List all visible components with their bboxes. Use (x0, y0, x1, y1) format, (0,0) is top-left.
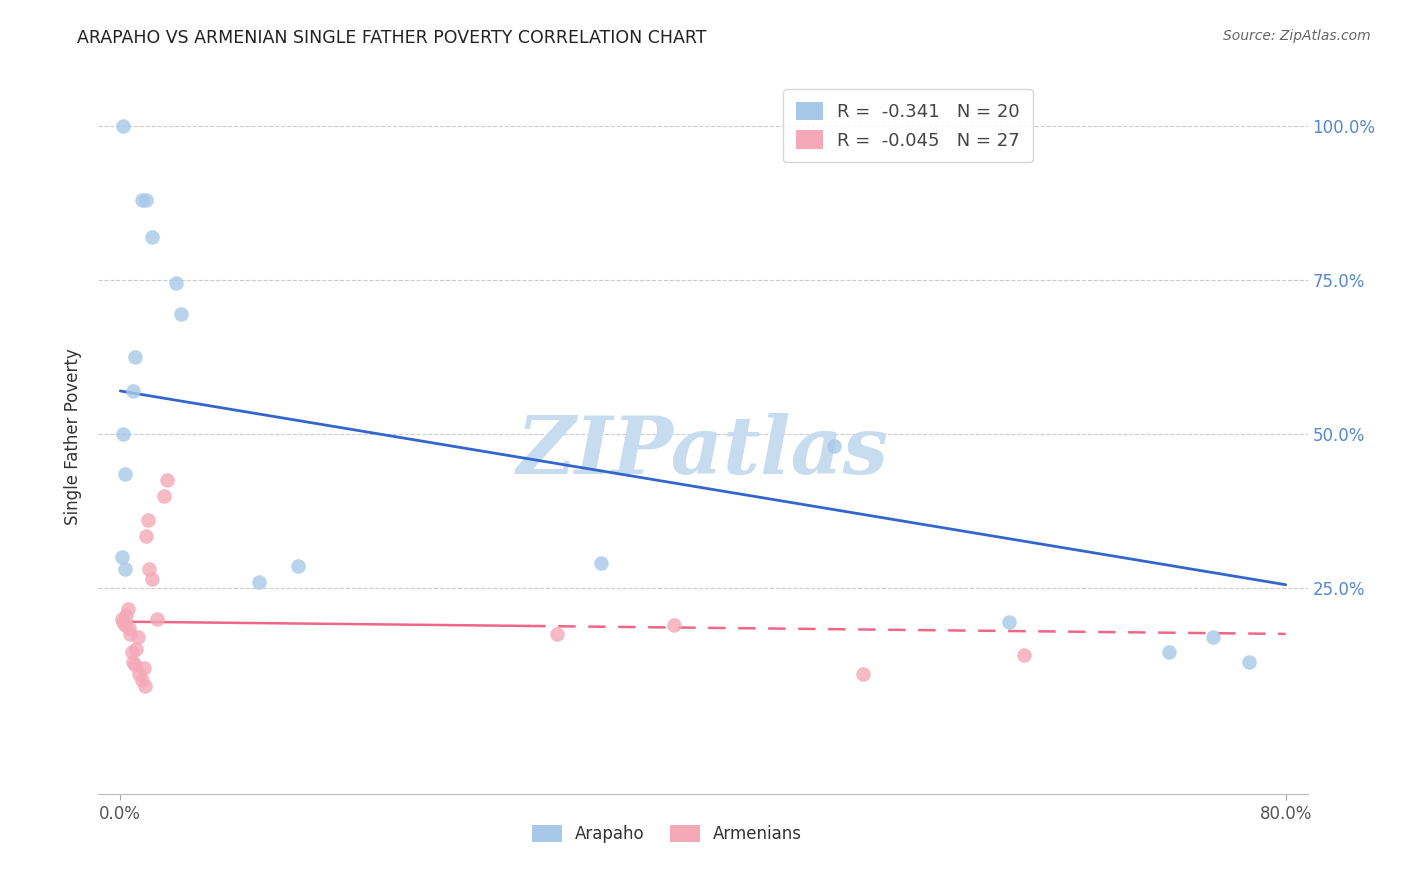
Point (111, 549, 134, 564)
Point (117, 602, 139, 616)
Point (121, 645, 143, 659)
Point (156, 473, 179, 487)
Point (128, 667, 150, 681)
Point (662, 617, 685, 632)
Point (127, 630, 149, 644)
Point (141, 572, 163, 586)
Point (153, 489, 176, 503)
Point (115, 608, 138, 623)
Point (138, 562, 160, 576)
Point (120, 627, 142, 641)
Point (247, 574, 270, 589)
Text: ZIPatlas: ZIPatlas (517, 413, 889, 490)
Point (118, 621, 141, 635)
Point (170, 307, 193, 321)
Point (134, 679, 156, 693)
Point (124, 657, 146, 672)
Point (165, 277, 187, 291)
Point (1012, 648, 1035, 663)
Point (1239, 655, 1261, 669)
Point (823, 439, 845, 453)
Point (1159, 645, 1181, 659)
Point (112, 427, 135, 442)
Point (131, 193, 153, 207)
Point (141, 230, 163, 244)
Point (589, 556, 612, 570)
Point (852, 667, 875, 681)
Text: ARAPAHO VS ARMENIAN SINGLE FATHER POVERTY CORRELATION CHART: ARAPAHO VS ARMENIAN SINGLE FATHER POVERT… (77, 29, 707, 47)
Point (135, 528, 157, 542)
Point (998, 615, 1021, 629)
Point (122, 655, 145, 669)
Text: Source: ZipAtlas.com: Source: ZipAtlas.com (1223, 29, 1371, 44)
Legend: Arapaho, Armenians: Arapaho, Armenians (524, 818, 808, 850)
Point (122, 384, 145, 398)
Point (114, 617, 136, 632)
Point (1202, 630, 1225, 644)
Point (131, 673, 153, 687)
Point (125, 642, 148, 657)
Point (135, 193, 157, 207)
Point (112, 615, 135, 629)
Point (112, 120, 135, 134)
Point (546, 627, 568, 641)
Point (132, 661, 155, 675)
Point (287, 559, 309, 574)
Point (114, 562, 136, 576)
Point (111, 611, 134, 625)
Point (124, 350, 146, 364)
Point (114, 467, 136, 481)
Point (145, 611, 167, 625)
Y-axis label: Single Father Poverty: Single Father Poverty (65, 349, 83, 525)
Point (136, 513, 159, 527)
